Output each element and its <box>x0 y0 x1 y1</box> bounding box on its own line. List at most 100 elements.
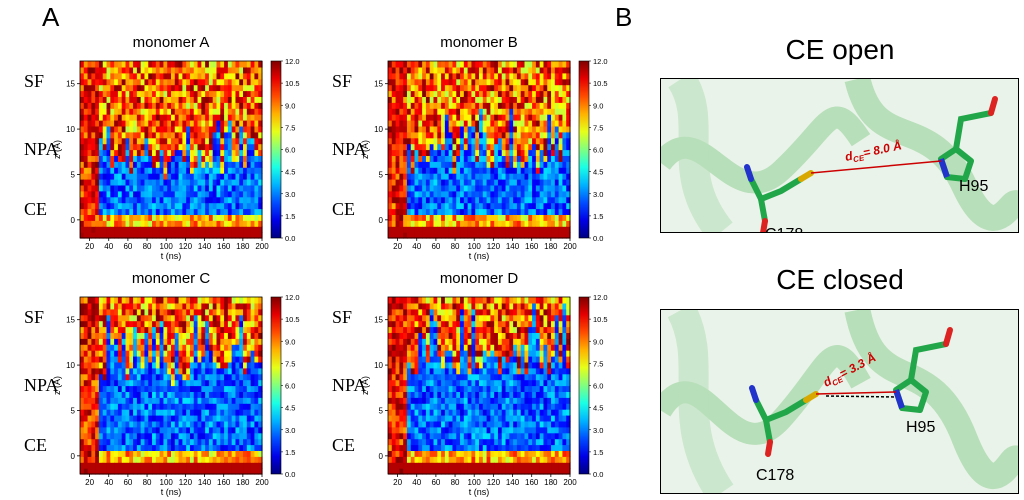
x-tick-label: 20 <box>393 242 402 251</box>
colorbar-tick-label: 1.5 <box>285 212 295 221</box>
colorbar-tick-label: 10.5 <box>285 315 300 324</box>
residue-h95 <box>938 96 998 182</box>
residue-c178 <box>744 164 814 232</box>
colorbar-tick-label: 12.0 <box>285 293 300 302</box>
y-tick-label: 5 <box>379 170 384 179</box>
x-tick-label: 20 <box>85 478 94 487</box>
y-tick-label: 10 <box>374 361 383 370</box>
x-tick-label: 140 <box>506 242 520 251</box>
colorbar-tick-label: 4.5 <box>593 404 603 413</box>
y-axis-label: z (Å) <box>360 376 370 395</box>
heatmap-title: monomer C <box>132 270 211 287</box>
colorbar-tick-label: 3.0 <box>593 190 603 199</box>
colorbar-tick-label: 7.5 <box>285 123 295 132</box>
colorbar-tick-label: 12.0 <box>593 57 608 66</box>
colorbar-tick-label: 7.5 <box>285 359 295 368</box>
residue-label-c178: C178 <box>765 226 803 232</box>
x-tick-label: 80 <box>451 478 460 487</box>
colorbar-tick-label: 7.5 <box>593 123 603 132</box>
region-label-ce: CE <box>24 435 47 455</box>
heatmap-frame <box>79 296 263 475</box>
colorbar-tick-label: 9.0 <box>285 101 295 110</box>
residue-label-h95: H95 <box>906 419 935 436</box>
y-tick-label: 10 <box>374 125 383 134</box>
colorbar-tick-label: 4.5 <box>285 404 295 413</box>
y-tick-label: 15 <box>374 80 383 89</box>
region-label-npa: NPA <box>332 375 366 395</box>
heatmap-title: monomer A <box>133 34 210 51</box>
x-tick-label: 200 <box>255 242 269 251</box>
x-tick-label: 140 <box>506 478 520 487</box>
hydrogen-bond-line <box>825 395 897 398</box>
colorbar-tick-label: 10.5 <box>593 79 608 88</box>
x-tick-label: 80 <box>143 242 152 251</box>
region-label-npa: NPA <box>24 375 58 395</box>
x-tick-label: 120 <box>179 242 193 251</box>
colorbar-tick-label: 1.5 <box>593 448 603 457</box>
colorbar-tick-label: 9.0 <box>285 337 295 346</box>
x-tick-label: 120 <box>487 478 501 487</box>
colorbar-tick-label: 12.0 <box>285 57 300 66</box>
colorbar-tick-label: 4.5 <box>593 168 603 177</box>
heatmap-cells <box>388 61 571 239</box>
x-tick-label: 180 <box>236 242 250 251</box>
x-tick-label: 140 <box>198 478 212 487</box>
colorbar-tick-label: 0.0 <box>285 470 295 479</box>
heatmap-cells <box>388 297 571 475</box>
x-tick-label: 20 <box>393 478 402 487</box>
structure-image-closed: dCE= 3.3 Å C178 H95 <box>660 309 1019 494</box>
panel-label-a: A <box>42 2 60 32</box>
x-tick-label: 40 <box>412 242 421 251</box>
heatmap-frame <box>79 60 263 239</box>
x-axis-label: t (ns) <box>161 251 182 261</box>
colorbar-tick-label: 1.5 <box>285 448 295 457</box>
x-tick-label: 60 <box>123 478 132 487</box>
y-tick-label: 0 <box>379 216 384 225</box>
region-label-npa: NPA <box>24 139 58 159</box>
y-tick-label: 5 <box>71 170 76 179</box>
residue-c178 <box>749 385 819 457</box>
colorbar-tick-label: 3.0 <box>285 426 295 435</box>
x-tick-label: 40 <box>104 242 113 251</box>
region-label-ce: CE <box>24 199 47 219</box>
x-tick-label: 180 <box>544 478 558 487</box>
panel-label-b: B <box>615 2 633 32</box>
region-label-sf: SF <box>332 71 352 91</box>
x-tick-label: 180 <box>544 242 558 251</box>
x-tick-label: 200 <box>563 478 577 487</box>
region-label-ce: CE <box>332 435 355 455</box>
residue-label-c178: C178 <box>756 467 794 484</box>
x-tick-label: 40 <box>412 478 421 487</box>
residue-h95 <box>893 327 953 413</box>
colorbar-tick-label: 10.5 <box>593 315 608 324</box>
region-label-ce: CE <box>332 199 355 219</box>
structure-title-open: CE open <box>785 34 895 65</box>
x-tick-label: 80 <box>451 242 460 251</box>
x-tick-label: 120 <box>179 478 193 487</box>
x-tick-label: 100 <box>160 478 174 487</box>
colorbar-tick-label: 9.0 <box>593 337 603 346</box>
colorbar-tick-label: 12.0 <box>593 293 608 302</box>
colorbar-tick-label: 0.0 <box>593 470 603 479</box>
x-tick-label: 80 <box>143 478 152 487</box>
distance-line <box>815 391 897 395</box>
x-tick-label: 120 <box>487 242 501 251</box>
x-tick-label: 200 <box>563 242 577 251</box>
x-tick-label: 20 <box>85 242 94 251</box>
y-tick-label: 10 <box>66 361 75 370</box>
colorbar-tick-label: 6.0 <box>593 382 603 391</box>
heatmap-cells <box>80 61 263 239</box>
region-label-sf: SF <box>24 307 44 327</box>
residue-label-h95: H95 <box>959 178 988 195</box>
x-tick-label: 160 <box>217 478 231 487</box>
structure-title-closed: CE closed <box>776 264 904 295</box>
colorbar-tick-label: 6.0 <box>593 146 603 155</box>
colorbar-tick-label: 3.0 <box>593 426 603 435</box>
colorbar-tick-label: 6.0 <box>285 146 295 155</box>
colorbar <box>270 296 282 475</box>
